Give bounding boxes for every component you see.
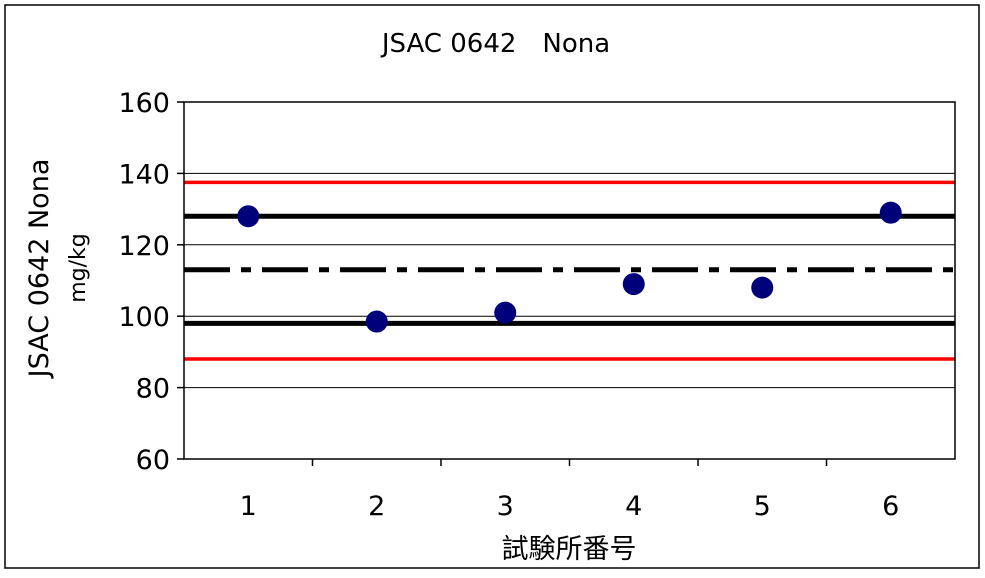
data-point xyxy=(751,276,774,299)
grid-lines xyxy=(184,172,955,389)
y-tick-label: 140 xyxy=(118,159,170,190)
data-point xyxy=(237,205,260,228)
y-axis-label: JSAC 0642 Nona xyxy=(24,159,55,380)
x-tick-label: 1 xyxy=(240,491,257,522)
y-tick-label: 120 xyxy=(118,231,170,262)
x-tick-label: 5 xyxy=(754,491,771,522)
reference-lines xyxy=(184,180,955,361)
y-axis-unit: mg/kg xyxy=(66,233,91,303)
y-tick-label: 80 xyxy=(136,374,170,405)
x-axis-ticks: 1 2 3 4 5 6 xyxy=(240,459,899,522)
data-point xyxy=(622,273,645,296)
x-tick-label: 2 xyxy=(368,491,385,522)
data-point xyxy=(365,310,388,333)
x-axis-label: 試験所番号 xyxy=(502,534,637,565)
y-tick-label: 60 xyxy=(136,445,170,476)
data-point xyxy=(494,301,517,324)
x-tick-label: 6 xyxy=(882,491,899,522)
y-axis-ticks: 60 80 100 120 140 160 xyxy=(118,88,184,476)
chart-title: JSAC 0642 Nona xyxy=(380,29,610,59)
x-tick-label: 4 xyxy=(625,491,642,522)
chart-border xyxy=(4,4,980,569)
data-point xyxy=(879,201,902,224)
y-tick-label: 100 xyxy=(118,302,170,333)
y-tick-label: 160 xyxy=(118,88,170,119)
x-tick-label: 3 xyxy=(497,491,514,522)
data-points xyxy=(237,201,902,333)
